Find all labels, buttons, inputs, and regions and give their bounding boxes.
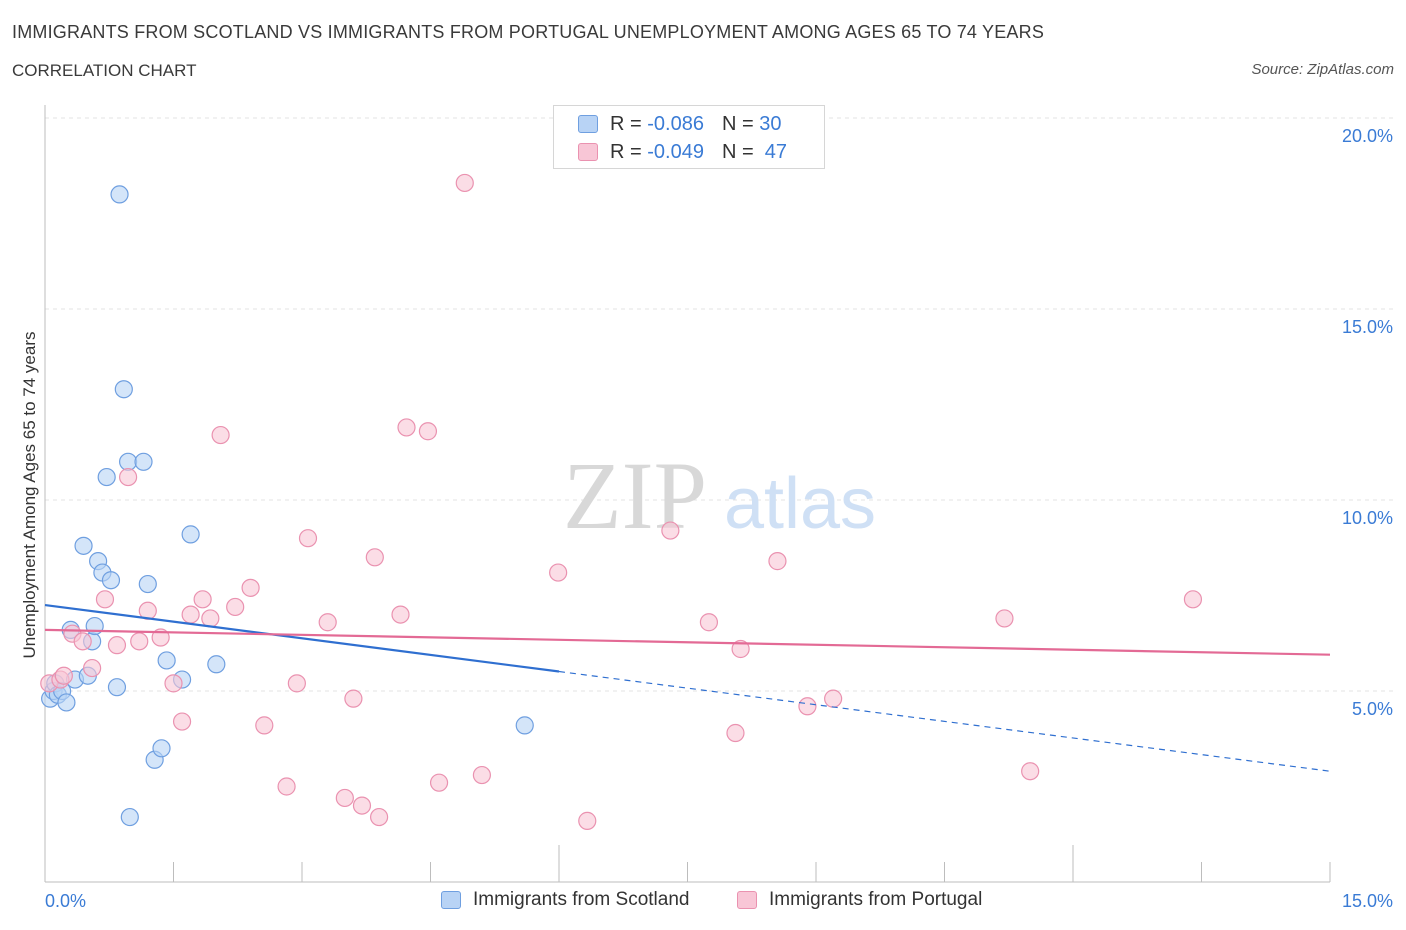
legend-label-portugal: Immigrants from Portugal <box>769 889 983 910</box>
portugal-point <box>54 666 73 685</box>
portugal-point <box>130 632 149 651</box>
r-label: R = <box>610 112 642 135</box>
portugal-point <box>344 689 363 708</box>
scotland-point <box>114 380 133 399</box>
scotland-point <box>515 716 534 735</box>
source-label: Source: ZipAtlas.com <box>1251 61 1394 78</box>
portugal-point <box>798 697 817 716</box>
legend-row-scotland: R = -0.086 N = 30 <box>578 112 781 136</box>
legend-swatch-portugal <box>737 891 757 909</box>
watermark-zip: ZIP <box>563 442 707 549</box>
axes <box>44 105 1331 883</box>
legend-item-scotland: Immigrants from Scotland <box>441 889 689 911</box>
portugal-point <box>391 605 410 624</box>
portugal-point <box>83 658 102 678</box>
portugal-point <box>549 563 568 582</box>
portugal-point <box>287 674 306 693</box>
portugal-point <box>995 609 1014 628</box>
r-label: R = <box>610 140 642 163</box>
portugal-point <box>181 605 200 624</box>
scotland-point <box>97 467 116 487</box>
scotland-point <box>118 452 138 471</box>
x-tick-label-min: 0.0% <box>45 891 87 911</box>
trend-line-scotland <box>44 603 560 673</box>
portugal-point <box>164 674 183 693</box>
scotland-point <box>101 571 121 590</box>
portugal-point <box>255 716 274 735</box>
n-value-scotland: 30 <box>759 112 782 135</box>
portugal-point <box>731 639 750 659</box>
scotland-point <box>181 525 200 544</box>
legend-swatch-scotland <box>578 115 598 133</box>
portugal-point <box>73 632 92 651</box>
scotland-point <box>207 655 226 674</box>
portugal-point <box>1021 762 1040 781</box>
portugal-point <box>768 552 787 571</box>
trend-line-portugal <box>44 628 1331 656</box>
portugal-point <box>472 765 491 785</box>
trend-line-scotland-extrapolated <box>558 670 1331 772</box>
portugal-point <box>397 418 416 437</box>
r-value-portugal: -0.049 <box>647 140 704 163</box>
correlation-legend: R = -0.086 N = 30 R = -0.049 N = 47 <box>553 105 825 169</box>
scotland-point <box>107 678 127 697</box>
portugal-point <box>365 548 384 567</box>
portugal-point <box>661 521 680 540</box>
portugal-point <box>699 613 719 632</box>
portugal-point <box>352 796 372 815</box>
r-value-scotland: -0.086 <box>647 112 704 135</box>
scotland-point <box>120 807 139 827</box>
portugal-point <box>726 723 745 743</box>
chart-title: IMMIGRANTS FROM SCOTLAND VS IMMIGRANTS F… <box>12 22 1045 42</box>
portugal-point <box>95 590 115 609</box>
portugal-point <box>418 422 438 441</box>
scotland-point <box>110 185 129 204</box>
legend-row-portugal: R = -0.049 N = 47 <box>578 140 787 164</box>
n-value-portugal: 47 <box>764 140 788 163</box>
scotland-point <box>152 739 171 758</box>
n-label: N = <box>721 140 754 163</box>
chart-subtitle: CORRELATION CHART <box>12 61 197 80</box>
n-label: N = <box>721 112 754 135</box>
legend-swatch-portugal <box>578 143 598 161</box>
scotland-point <box>138 574 157 594</box>
portugal-point <box>172 712 192 731</box>
watermark-atlas: atlas <box>724 464 876 544</box>
watermark: ZIP atlas <box>563 442 876 549</box>
x-tick-label-max: 15.0% <box>1341 891 1393 911</box>
portugal-point <box>241 578 260 597</box>
scotland-point <box>134 452 153 471</box>
y-tick-label: 15.0% <box>1342 317 1393 337</box>
portugal-point <box>455 173 474 193</box>
portugal-point <box>429 773 449 792</box>
scotland-point <box>157 651 176 670</box>
y-tick-label: 20.0% <box>1342 126 1393 146</box>
scotland-point <box>74 536 93 555</box>
portugal-point <box>298 529 318 548</box>
portugal-point <box>1183 590 1203 609</box>
y-tick-label: 5.0% <box>1352 699 1393 719</box>
data-points <box>40 173 1203 830</box>
scotland-point <box>57 693 76 712</box>
portugal-point <box>370 807 389 827</box>
portugal-point <box>107 636 127 655</box>
y-tick-label: 10.0% <box>1342 508 1393 528</box>
portugal-point <box>193 590 212 609</box>
portugal-point <box>824 689 843 708</box>
portugal-point <box>211 425 230 445</box>
portugal-point <box>118 467 138 487</box>
portugal-point <box>335 788 354 808</box>
legend-item-portugal: Immigrants from Portugal <box>737 889 982 911</box>
portugal-point <box>318 613 337 632</box>
portugal-point <box>277 777 296 796</box>
series-legend: Immigrants from Scotland Immigrants from… <box>0 889 1406 915</box>
y-tick-labels: 5.0% 10.0% 15.0% 20.0% <box>1342 126 1393 719</box>
trend-lines <box>44 603 1331 772</box>
legend-swatch-scotland <box>441 891 461 909</box>
portugal-point <box>226 597 245 617</box>
portugal-point <box>578 811 597 830</box>
portugal-point <box>201 609 220 628</box>
legend-label-scotland: Immigrants from Scotland <box>473 889 690 910</box>
